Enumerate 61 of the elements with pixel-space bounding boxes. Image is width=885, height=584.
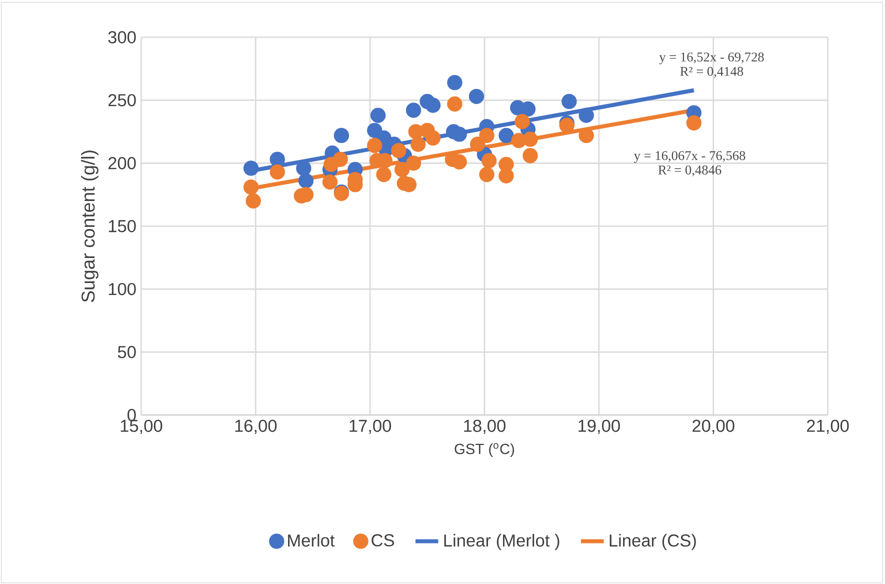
point bbox=[452, 126, 467, 142]
legend-label: Merlot bbox=[288, 534, 335, 547]
x-tick-label: 16,00 bbox=[235, 420, 277, 434]
point bbox=[452, 154, 467, 170]
point bbox=[243, 179, 259, 195]
x-tick-label: 20,00 bbox=[692, 420, 734, 434]
point bbox=[514, 114, 530, 130]
point bbox=[447, 96, 462, 112]
point bbox=[578, 108, 594, 123]
point bbox=[498, 128, 514, 143]
x-tick-label: 15,00 bbox=[120, 420, 162, 434]
legend-label: Linear (Merlot ) bbox=[444, 534, 560, 550]
point bbox=[246, 193, 261, 208]
point bbox=[425, 98, 441, 113]
point bbox=[447, 74, 462, 90]
point bbox=[332, 152, 348, 167]
point bbox=[479, 128, 494, 143]
y-tick-label: 50 bbox=[118, 346, 136, 358]
y-tick-label: 300 bbox=[108, 31, 136, 44]
point bbox=[406, 102, 422, 118]
point bbox=[367, 138, 382, 154]
point bbox=[406, 155, 422, 171]
point bbox=[322, 174, 338, 190]
point bbox=[481, 152, 497, 168]
annotation: y = 16,52x - 69,728 bbox=[659, 52, 764, 64]
y-axis-title: Sugar content (g/l) bbox=[81, 150, 98, 302]
annotation: R² = 0,4846 bbox=[658, 165, 722, 176]
annotation: R² = 0,4148 bbox=[680, 66, 744, 78]
point bbox=[425, 130, 441, 146]
point bbox=[376, 166, 392, 182]
y-tick-label: 250 bbox=[108, 94, 136, 106]
point bbox=[686, 115, 702, 130]
point bbox=[298, 173, 314, 188]
y-tick-label: 200 bbox=[108, 156, 136, 170]
legend-label: Linear (CS) bbox=[610, 534, 696, 550]
point bbox=[522, 148, 538, 164]
point bbox=[296, 160, 312, 176]
x-axis-title: GST ($^{o}$C) bbox=[454, 443, 514, 457]
point bbox=[562, 94, 577, 109]
point bbox=[520, 101, 536, 117]
point bbox=[334, 128, 350, 143]
point bbox=[470, 136, 486, 152]
x-tick-label: 17,00 bbox=[350, 420, 392, 434]
point bbox=[270, 164, 285, 180]
point bbox=[243, 160, 259, 176]
point bbox=[479, 166, 494, 182]
annotation: y = 16,067x - 76,568 bbox=[634, 151, 746, 163]
point bbox=[410, 136, 426, 152]
point bbox=[394, 162, 410, 177]
x-tick-label: 18,00 bbox=[464, 420, 506, 434]
point bbox=[468, 88, 484, 104]
point bbox=[391, 142, 406, 158]
point bbox=[498, 168, 514, 184]
point bbox=[270, 152, 285, 167]
y-tick-label: 150 bbox=[108, 220, 136, 232]
point bbox=[370, 108, 386, 123]
x-tick-label: 19,00 bbox=[578, 420, 620, 434]
legend-label: CS bbox=[372, 534, 394, 546]
x-tick-label: 21,00 bbox=[806, 420, 849, 434]
point bbox=[522, 132, 538, 147]
y-tick-label: 100 bbox=[108, 282, 136, 296]
